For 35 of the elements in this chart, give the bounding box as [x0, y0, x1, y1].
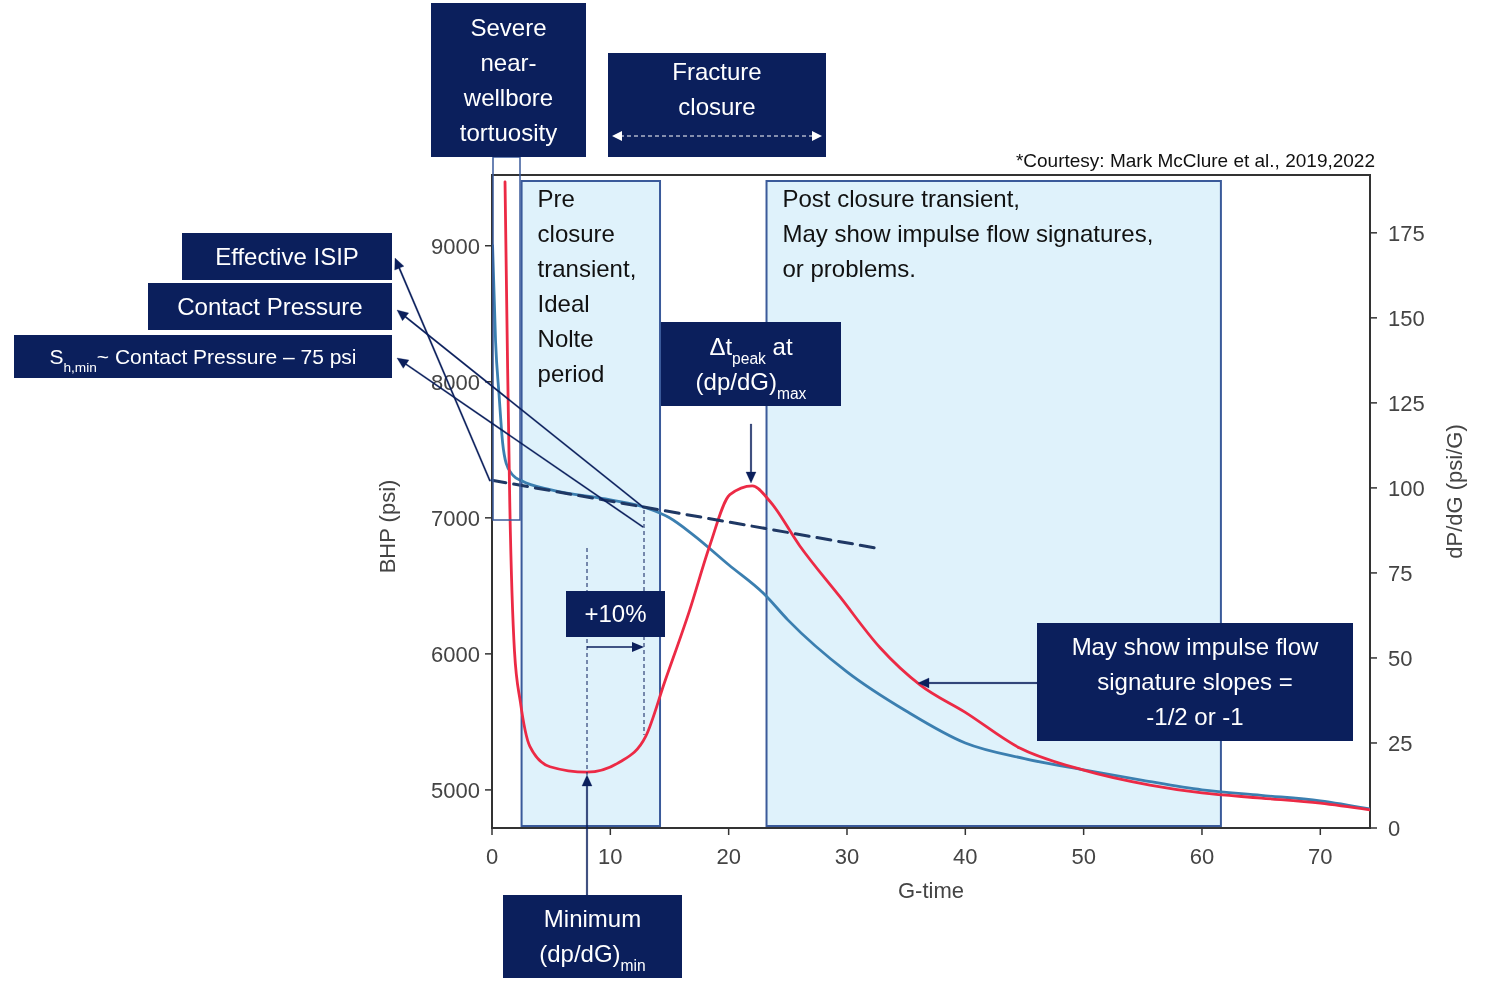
x-tick-label: 0: [485, 844, 499, 869]
y2-tick-label: 25: [1388, 730, 1413, 756]
text: *Courtesy: Mark McClure et al., 2019,2022: [1015, 150, 1375, 171]
x-tick-label: 30: [834, 844, 860, 869]
y2-tick-label: 125: [1388, 390, 1425, 416]
text: S$_{h,min}$~ Contact Pressure – 75 psi: [49, 344, 357, 375]
y-axis-title: BHP (psi): [375, 479, 400, 574]
x-axis-title: G-time: [898, 878, 964, 903]
x-tick-label: 50: [1071, 844, 1096, 869]
text: Fracture closure: [672, 58, 762, 120]
y2-tick-label: 150: [1388, 305, 1425, 331]
y2-tick-label: 75: [1388, 560, 1413, 586]
y-tick-label: 7000: [431, 505, 480, 531]
text: Effective ISIP: [215, 242, 359, 270]
x-tick-label: 70: [1308, 844, 1333, 869]
band-label: Post closure transient, May show impulse flow signatures, or problems.: [782, 185, 1154, 282]
y2-axis-title: dP/dG (psi/G): [1442, 424, 1467, 559]
y-tick-label: 5000: [431, 777, 480, 803]
annotation: +10%: [584, 600, 647, 628]
y-tick-label: 6000: [431, 641, 480, 667]
y2-tick-label: 175: [1388, 220, 1425, 246]
text: Contact Pressure: [177, 292, 363, 320]
x-tick-label: 10: [598, 844, 623, 869]
text: Minimum (dp/dG)$_{min}$: [539, 905, 646, 974]
x-tick-label: 60: [1189, 844, 1215, 869]
x-tick-label: 40: [953, 844, 978, 869]
x-tick-label: 20: [716, 844, 741, 869]
annotation: May show impulse flow signature slopes = -1/2 or -1: [1071, 633, 1320, 731]
annotation: Δt$_{peak}$ at (dp/dG)$_{max}$: [695, 332, 807, 402]
text: Severe near- wellbore tortuosity: [459, 13, 558, 146]
y2-tick-label: 0: [1388, 816, 1401, 841]
band-label: Pre closure transient, Ideal Nolte period: [537, 185, 637, 387]
y-tick-label: 9000: [431, 233, 480, 259]
y2-tick-label: 50: [1388, 645, 1413, 671]
y2-tick-label: 100: [1388, 475, 1425, 501]
